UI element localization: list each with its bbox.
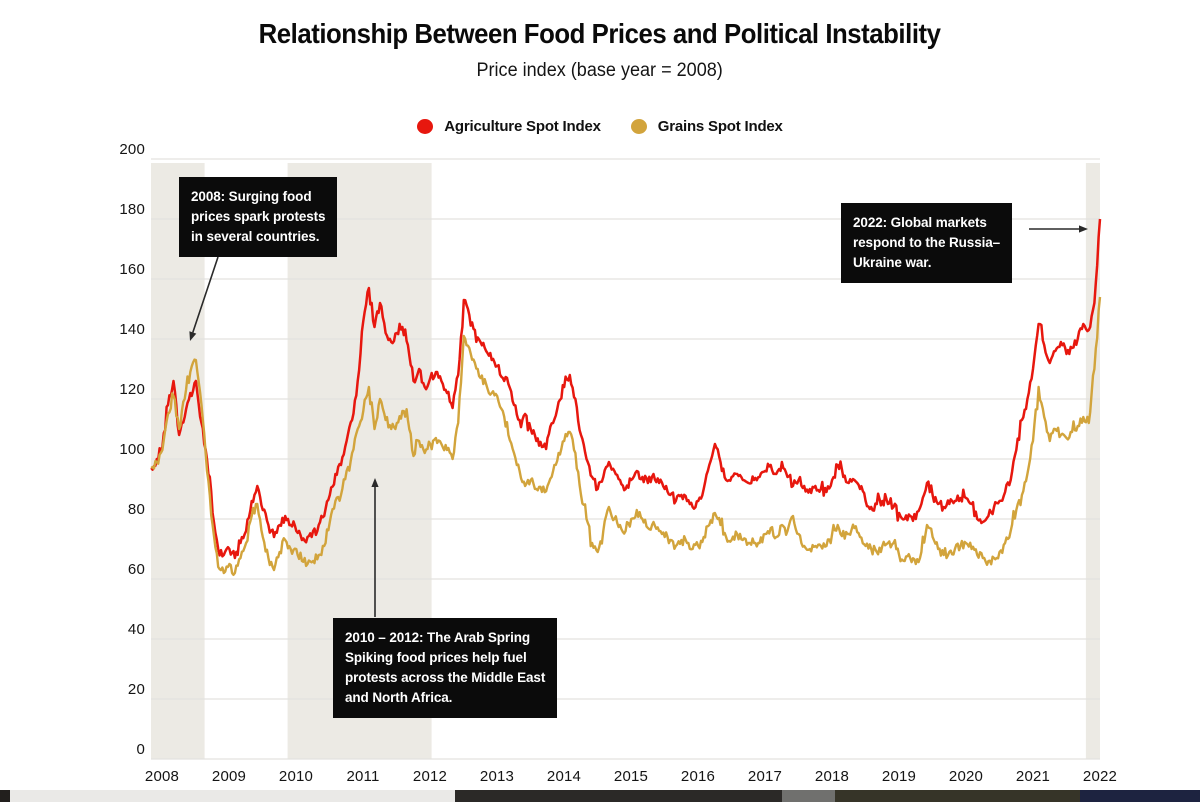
page-title: Relationship Between Food Prices and Pol… (259, 18, 941, 49)
annotation-arab-spring: 2010 – 2012: The Arab Spring Spiking foo… (333, 618, 558, 718)
x-axis-label: 2017 (747, 768, 783, 785)
x-axis-label: 2013 (479, 768, 515, 785)
y-axis-label: 60 (127, 561, 145, 578)
x-axis-label: 2012 (412, 768, 448, 785)
highlight-band (151, 163, 205, 759)
y-axis-label: 200 (119, 141, 145, 158)
x-axis-label: 2011 (346, 768, 380, 785)
y-axis-label: 160 (119, 261, 145, 278)
annotation-arrowhead (371, 478, 379, 487)
annotation-2008-lead: 2008: (191, 189, 226, 204)
window-strip-segment (10, 790, 455, 802)
x-axis-label: 2019 (881, 768, 917, 785)
y-axis-label: 100 (119, 441, 145, 458)
x-axis-label: 2018 (814, 768, 850, 785)
x-axis-label: 2008 (144, 768, 180, 785)
window-strip-segment (782, 790, 835, 802)
window-strip-segment (835, 790, 1080, 802)
y-axis-label: 40 (127, 621, 145, 638)
annotation-2008-text: Surging food prices spark protests in se… (191, 189, 326, 244)
annotation-2022: 2022: Global markets respond to the Russ… (841, 203, 1013, 283)
x-axis-label: 2022 (1082, 768, 1118, 785)
x-axis-label: 2010 (278, 768, 314, 785)
x-axis-label: 2021 (1015, 768, 1051, 785)
grains-series-line (150, 296, 1102, 576)
annotation-arab-spring-lead: 2010 – 2012: (345, 630, 424, 645)
annotation-arrowhead (1079, 225, 1088, 233)
chart-subtitle: Price index (base year = 2008) (476, 60, 724, 81)
x-axis-label: 2016 (680, 768, 716, 785)
window-strip-segment (1080, 790, 1200, 802)
annotation-2022-lead: 2022: (853, 215, 888, 230)
background-window-strip (0, 790, 1200, 802)
agriculture-series-marker-icon (417, 119, 434, 134)
annotation-2008: 2008: Surging food prices spark protests… (179, 177, 338, 257)
y-axis-label: 20 (127, 681, 145, 698)
y-axis-label: 140 (119, 321, 145, 338)
y-axis-label: 0 (136, 741, 145, 758)
window-strip-segment (0, 790, 10, 802)
x-axis-label: 2020 (948, 768, 984, 785)
y-axis-label: 180 (119, 201, 145, 218)
x-axis-label: 2014 (546, 768, 582, 785)
agriculture-series-line (150, 218, 1102, 560)
annotation-arrowhead (189, 331, 197, 341)
y-axis-label: 120 (119, 381, 145, 398)
highlight-band (1085, 163, 1100, 759)
annotation-2022-text: Global markets respond to the Russia– Uk… (853, 215, 1001, 270)
legend: Agriculture Spot Index Grains Spot Index (0, 118, 1200, 135)
grains-series-marker-icon (630, 119, 647, 134)
legend-label-grains: Grains Spot Index (657, 118, 783, 135)
legend-item-agriculture: Agriculture Spot Index (417, 118, 601, 135)
annotation-arrow (192, 256, 219, 333)
x-axis-label: 2009 (211, 768, 247, 785)
y-axis-label: 80 (127, 501, 145, 518)
legend-item-grains: Grains Spot Index (630, 118, 783, 135)
window-strip-segment (455, 790, 782, 802)
x-axis-label: 2015 (613, 768, 649, 785)
annotation-arab-spring-text: The Arab Spring Spiking food prices help… (345, 630, 546, 705)
legend-label-agriculture: Agriculture Spot Index (444, 118, 601, 135)
